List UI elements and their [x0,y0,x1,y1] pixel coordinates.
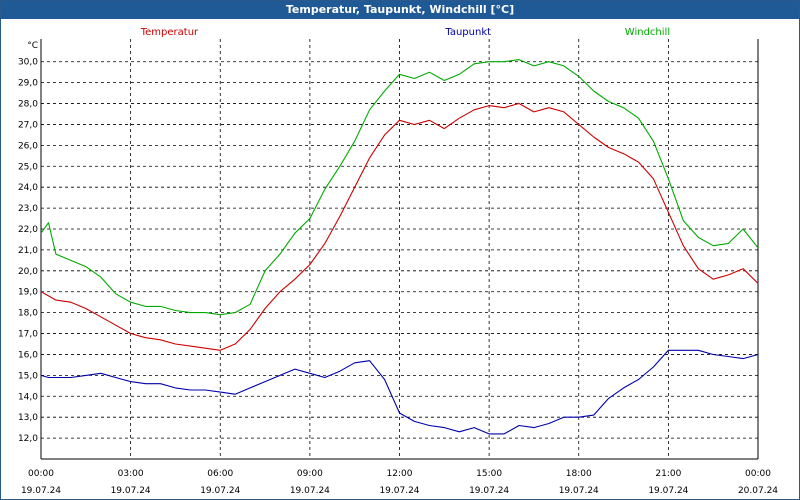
grid [41,39,758,459]
y-tick-label: 28,0 [18,100,38,110]
x-tick-date: 19.07.24 [200,486,240,496]
y-tick-label: 13,0 [18,413,38,423]
y-tick-label: 25,0 [18,162,38,172]
x-tick-date: 19.07.24 [469,486,509,496]
y-tick-label: 15,0 [18,371,38,381]
y-tick-label: 29,0 [18,79,38,89]
x-tick-date: 19.07.24 [559,486,599,496]
window-title: Temperatur, Taupunkt, Windchill [°C] [1,1,799,19]
x-tick-date: 19.07.24 [290,486,330,496]
x-tick-time: 18:00 [566,469,592,479]
x-tick-time: 21:00 [655,469,681,479]
y-tick-label: 14,0 [18,392,38,402]
legend-windchill: Windchill [625,27,670,38]
y-unit-label: °C [27,41,38,51]
x-tick-time: 15:00 [476,469,502,479]
y-tick-label: 12,0 [18,434,38,444]
x-tick-time: 00:00 [28,469,54,479]
x-tick-time: 09:00 [297,469,323,479]
series-line-taupunkt [40,349,759,435]
y-tick-label: 18,0 [18,309,38,319]
x-tick-date: 19.07.24 [111,486,151,496]
x-tick-date: 19.07.24 [648,486,688,496]
series-line-windchill [40,59,759,316]
y-tick-label: 16,0 [18,350,38,360]
y-tick-label: 30,0 [18,58,38,68]
y-tick-label: 26,0 [18,141,38,151]
x-tick-time: 03:00 [118,469,144,479]
legend: Temperatur Taupunkt Windchill [140,27,670,38]
x-tick-date: 19.07.24 [21,486,61,496]
legend-taupunkt: Taupunkt [444,27,491,38]
y-tick-label: 19,0 [18,288,38,298]
y-tick-label: 23,0 [18,204,38,214]
y-tick-label: 24,0 [18,183,38,193]
y-tick-label: 27,0 [18,120,38,130]
y-tick-label: 17,0 [18,330,38,340]
x-tick-date: 19.07.24 [379,486,419,496]
x-tick-time: 00:00 [745,469,771,479]
x-tick-date: 20.07.24 [738,486,778,496]
y-tick-label: 21,0 [18,246,38,256]
x-tick-time: 12:00 [387,469,413,479]
axes: 12,0 13,0 14,0 15,0 16,0 17,0 18,0 19,0 20,0 21,0… [18,39,778,496]
y-tick-label: 22,0 [18,225,38,235]
series-line-temperatur [40,102,759,351]
legend-temperatur: Temperatur [140,27,199,38]
series-lines [40,59,759,435]
x-tick-time: 06:00 [207,469,233,479]
y-tick-label: 20,0 [18,267,38,277]
